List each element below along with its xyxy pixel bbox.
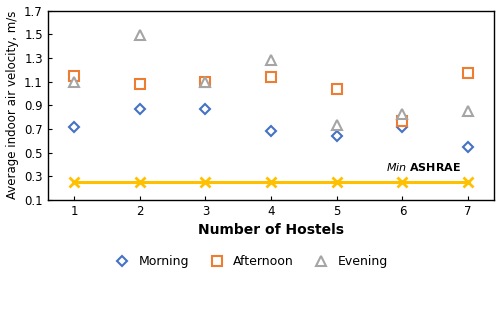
- Text: $\it{Min}$ $\bf{ASHRAE}$: $\it{Min}$ $\bf{ASHRAE}$: [386, 161, 461, 173]
- Y-axis label: Average indoor air velocity, m/s: Average indoor air velocity, m/s: [6, 11, 18, 199]
- Legend: Morning, Afternoon, Evening: Morning, Afternoon, Evening: [105, 250, 393, 273]
- X-axis label: Number of Hostels: Number of Hostels: [198, 223, 344, 237]
